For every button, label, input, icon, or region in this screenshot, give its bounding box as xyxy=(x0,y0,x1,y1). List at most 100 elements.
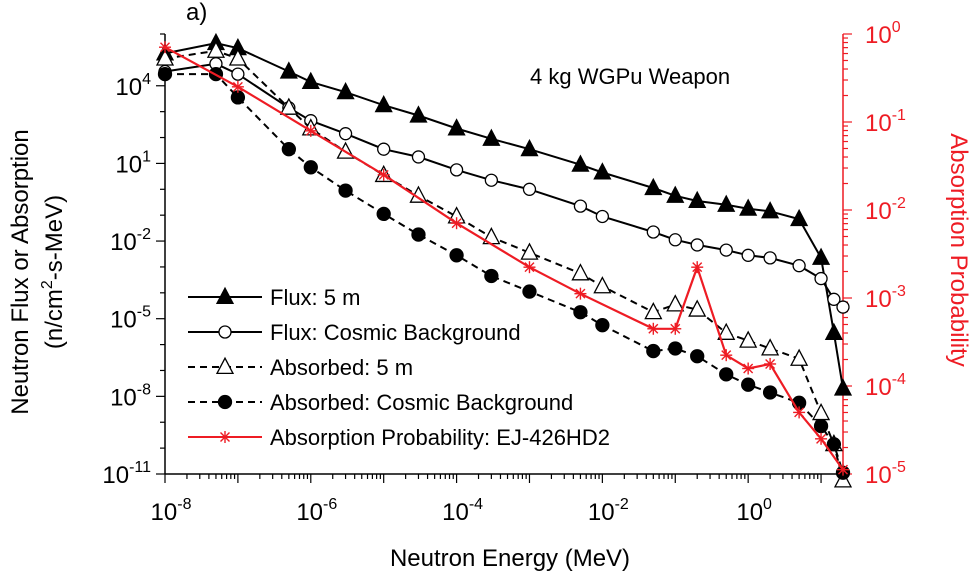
series-3-point xyxy=(571,263,590,281)
series-2 xyxy=(158,57,850,314)
series-1-point xyxy=(593,162,612,180)
chart-annotation: 4 kg WGPu Weapon xyxy=(530,64,730,89)
y-tick-label: 101 xyxy=(115,148,151,178)
y-tick-label-base: 10 xyxy=(115,74,142,101)
series-2-point xyxy=(668,233,682,247)
series-2-point xyxy=(573,199,588,213)
y-tick-label-exp: -8 xyxy=(137,381,151,398)
series-2-point xyxy=(522,182,537,196)
series-2-point xyxy=(646,225,660,239)
series-1-point xyxy=(520,138,539,157)
x-tick-label-exp: 0 xyxy=(763,496,772,513)
series-1-point xyxy=(790,208,809,227)
series-2-point xyxy=(814,271,828,286)
series-3-point xyxy=(206,40,226,58)
series-4-point xyxy=(484,268,499,284)
legend-label: Flux: 5 m xyxy=(270,285,360,310)
series-1-point xyxy=(336,82,355,100)
y2-tick-label-base: 10 xyxy=(865,22,892,49)
y-tick-label: 10-11 xyxy=(102,459,151,489)
series-5-point xyxy=(720,349,733,362)
y-tick-label-base: 10 xyxy=(110,229,137,256)
series-2-point xyxy=(719,243,733,257)
series-1-point xyxy=(739,198,758,216)
series-4-point xyxy=(813,418,829,434)
series-5-point xyxy=(377,168,390,181)
series-2-point xyxy=(792,259,806,273)
series-5-point xyxy=(574,287,587,300)
series-5-point xyxy=(793,406,806,419)
plot-frame xyxy=(164,34,844,475)
y-tick-label-base: 10 xyxy=(110,384,137,411)
series-4-point xyxy=(646,343,661,359)
series-1-point xyxy=(571,154,590,172)
series-5-point xyxy=(159,41,171,54)
y2-tick-label: 100 xyxy=(865,19,901,49)
series-4-point xyxy=(573,305,588,320)
series-4-point xyxy=(522,284,537,299)
asterisk-stroke xyxy=(794,407,805,418)
series-5-point xyxy=(523,261,536,274)
legend-swatch-marker xyxy=(219,431,231,443)
y-axis-label-unit-pre: (n/cm xyxy=(41,289,68,349)
y2-tick-label: 10-1 xyxy=(865,107,906,137)
y-tick-label-exp: -11 xyxy=(129,459,151,476)
series-3-point xyxy=(739,330,758,348)
series-4-point xyxy=(281,142,296,157)
series-4-point xyxy=(690,349,705,364)
y-axis-label-unit-sup: 2 xyxy=(39,280,56,289)
series-1-point xyxy=(761,201,780,219)
series-1-point xyxy=(279,61,298,79)
series-1-point xyxy=(833,378,853,396)
series-2-point xyxy=(827,292,841,306)
series-5-point xyxy=(837,463,849,476)
asterisk-stroke xyxy=(232,81,243,92)
series-5-point xyxy=(815,432,828,445)
y2-tick-label-base: 10 xyxy=(865,374,892,401)
series-1-point xyxy=(666,185,685,203)
y2-tick-label-base: 10 xyxy=(865,198,892,225)
asterisk-stroke xyxy=(220,432,230,442)
y2-tick-label-exp: -5 xyxy=(892,459,906,476)
legend-label: Absorption Probability: EJ-426HD2 xyxy=(270,425,610,450)
series-4-point xyxy=(595,318,610,333)
series-4-point xyxy=(826,437,842,452)
series-2-point xyxy=(690,238,704,252)
series-3-point xyxy=(228,48,247,66)
series-5-point xyxy=(450,217,463,230)
series-5-point xyxy=(231,80,244,93)
asterisk-stroke xyxy=(575,288,586,299)
series-layer xyxy=(155,32,853,488)
x-tick-label-exp: -2 xyxy=(615,496,629,513)
legend-entry: Absorbed: 5 m xyxy=(188,355,413,380)
series-4-point xyxy=(741,377,756,392)
series-1-point xyxy=(688,190,707,209)
asterisk-stroke xyxy=(692,262,703,273)
series-4-point xyxy=(411,227,426,242)
y2-tick-label-exp: 0 xyxy=(892,19,901,36)
legend-swatch-marker xyxy=(217,394,233,410)
y-tick-label-exp: 1 xyxy=(142,148,151,165)
y2-tick-label: 10-5 xyxy=(865,459,906,489)
series-2-line xyxy=(164,62,844,308)
y-tick-label-base: 10 xyxy=(115,151,142,178)
x-tick-label-base: 10 xyxy=(736,499,763,526)
series-1-point xyxy=(811,247,831,265)
legend: Flux: 5 m Flux: Cosmic Background Absorbed… xyxy=(188,285,610,450)
asterisk-stroke xyxy=(670,323,681,334)
series-5-point xyxy=(669,322,682,335)
series-2-point xyxy=(595,209,610,224)
legend-entry: Flux: Cosmic Background xyxy=(188,320,521,345)
series-2-point xyxy=(231,67,245,81)
series-3-point xyxy=(520,242,539,260)
y-tick-label-exp: -2 xyxy=(137,226,151,243)
series-3-point xyxy=(688,299,707,317)
y2-tick-label-exp: -3 xyxy=(892,283,906,300)
legend-label: Absorbed: Cosmic Background xyxy=(270,390,573,415)
asterisk-stroke xyxy=(451,218,462,229)
series-1-point xyxy=(717,194,736,212)
series-5-point xyxy=(691,261,704,274)
y-tick-label: 10-2 xyxy=(110,226,151,256)
legend-entry: Absorption Probability: EJ-426HD2 xyxy=(188,425,610,450)
